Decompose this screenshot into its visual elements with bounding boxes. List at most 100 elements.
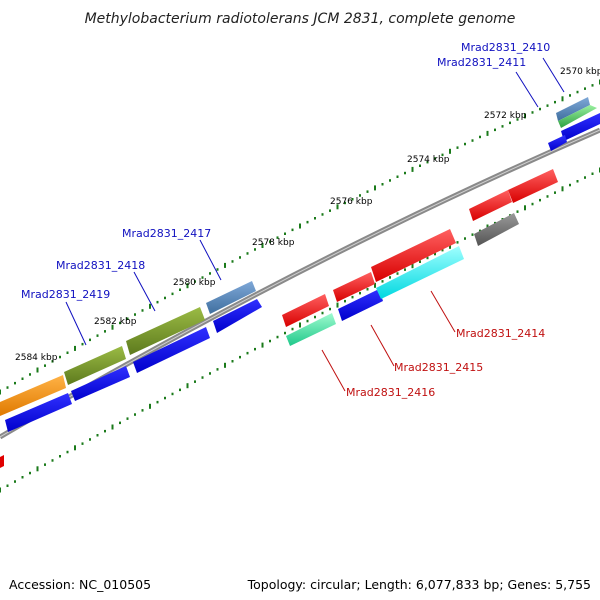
gene-label[interactable]: Mrad2831_2418 <box>56 259 145 272</box>
gene-arrow[interactable] <box>71 366 130 401</box>
minor-tick <box>254 248 256 251</box>
minor-tick <box>426 160 429 164</box>
major-tick <box>374 185 376 191</box>
gene-arrow[interactable] <box>64 346 126 385</box>
major-tick <box>411 263 414 269</box>
minor-tick <box>366 190 369 193</box>
minor-tick <box>104 429 106 433</box>
minor-tick <box>284 232 286 235</box>
minor-tick <box>576 90 579 94</box>
minor-tick <box>351 295 354 299</box>
gene-arrow[interactable] <box>469 190 512 221</box>
minor-tick <box>276 236 279 239</box>
minor-tick <box>464 237 466 240</box>
minor-tick <box>291 327 294 331</box>
major-tick <box>561 96 564 102</box>
minor-tick <box>246 252 249 255</box>
minor-tick <box>479 135 481 139</box>
gene-label[interactable]: Mrad2831_2416 <box>346 386 435 399</box>
minor-tick <box>239 355 241 359</box>
minor-tick <box>239 256 241 259</box>
gene-arrow[interactable] <box>508 169 558 203</box>
minor-tick <box>494 128 496 132</box>
gene-arrow[interactable] <box>126 307 205 355</box>
major-tick <box>336 302 339 308</box>
minor-tick <box>14 381 16 385</box>
gene-label[interactable]: Mrad2831_2414 <box>456 327 545 340</box>
minor-tick <box>546 195 549 198</box>
gene-arrow[interactable] <box>376 246 464 299</box>
major-tick <box>299 322 301 328</box>
reverse-strand-genes <box>282 169 558 346</box>
minor-tick <box>81 342 84 346</box>
minor-tick <box>344 299 346 303</box>
minor-tick <box>554 100 556 104</box>
minor-tick <box>471 139 474 142</box>
minor-tick <box>201 376 204 379</box>
major-tick <box>449 243 451 249</box>
gene-arrow[interactable] <box>474 213 519 246</box>
gene-arrow[interactable] <box>286 313 336 346</box>
major-tick <box>149 403 151 409</box>
genome-summary: Topology: circular; Length: 6,077,833 bp… <box>247 577 591 592</box>
gene-label[interactable]: Mrad2831_2415 <box>394 361 483 374</box>
gene-arrow[interactable] <box>0 455 4 468</box>
kbp-label: 2574 kbp <box>407 155 450 165</box>
minor-tick <box>44 364 46 367</box>
gene-arrow[interactable] <box>213 299 262 333</box>
minor-tick <box>531 111 534 114</box>
minor-tick <box>359 194 361 197</box>
minor-tick <box>381 183 384 186</box>
minor-tick <box>456 241 459 244</box>
major-tick <box>411 166 414 172</box>
major-tick <box>224 362 226 368</box>
kbp-label: 2580 kbp <box>173 278 216 288</box>
minor-tick <box>539 107 541 111</box>
minor-tick <box>404 268 406 271</box>
gene-label[interactable]: Mrad2831_2417 <box>122 227 211 240</box>
minor-tick <box>404 171 406 175</box>
minor-tick <box>89 338 91 342</box>
gene-arrow[interactable] <box>0 375 66 416</box>
minor-tick <box>569 183 571 187</box>
minor-tick <box>434 252 436 256</box>
minor-tick <box>501 125 504 128</box>
minor-tick <box>419 164 421 167</box>
gene-arrow[interactable] <box>561 113 600 141</box>
gene-arrow[interactable] <box>556 97 590 121</box>
minor-tick <box>344 201 346 205</box>
minor-tick <box>21 476 24 479</box>
minor-tick <box>269 240 271 243</box>
gene-arrow[interactable] <box>338 289 383 321</box>
minor-tick <box>359 291 361 295</box>
gene-arrow[interactable] <box>5 393 72 432</box>
minor-tick <box>96 334 99 337</box>
gene-arrow[interactable] <box>206 281 256 314</box>
minor-tick <box>351 198 354 201</box>
minor-tick <box>231 360 234 363</box>
minor-tick <box>509 121 511 125</box>
minor-tick <box>51 459 54 462</box>
minor-tick <box>59 355 61 359</box>
gene-arrow[interactable] <box>133 327 210 373</box>
kbp-label: 2582 kbp <box>94 317 137 327</box>
gene-arrow[interactable] <box>558 105 597 128</box>
major-tick <box>224 262 226 268</box>
gene-label[interactable]: Mrad2831_2411 <box>437 56 526 69</box>
gene-arrow[interactable] <box>371 229 456 282</box>
minor-tick <box>366 288 369 291</box>
major-tick <box>449 148 451 154</box>
gene-arrow[interactable] <box>548 135 567 151</box>
gene-arrow[interactable] <box>333 272 375 302</box>
minor-tick <box>329 209 331 212</box>
outer-tick-track <box>0 79 600 395</box>
gene-label[interactable]: Mrad2831_2410 <box>461 41 550 54</box>
gene-label[interactable]: Mrad2831_2419 <box>21 288 110 301</box>
minor-tick <box>44 463 46 466</box>
minor-tick <box>464 142 466 146</box>
minor-tick <box>29 373 31 376</box>
minor-tick <box>194 380 196 383</box>
gene-arrow[interactable] <box>282 294 329 327</box>
major-tick <box>111 324 114 330</box>
minor-tick <box>246 351 249 355</box>
